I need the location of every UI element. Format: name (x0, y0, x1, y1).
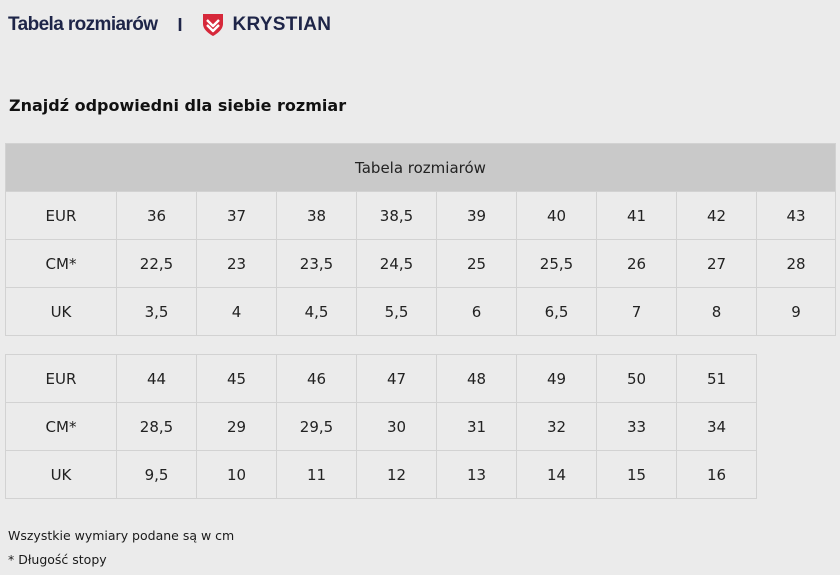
header-title: Tabela rozmiarów (8, 14, 158, 35)
size-cell: 9,5 (116, 450, 197, 499)
size-cell: 12 (356, 450, 437, 499)
row-label: UK (5, 287, 117, 336)
table-caption: Tabela rozmiarów (5, 143, 836, 192)
caption-row: Tabela rozmiarów (5, 143, 836, 192)
empty-cell (756, 402, 836, 451)
size-cell: 28 (756, 239, 836, 288)
size-cell: 46 (276, 354, 357, 403)
row-label: CM* (5, 239, 117, 288)
size-cell: 49 (516, 354, 597, 403)
table-row: CM* 22,5 23 23,5 24,5 25 25,5 26 27 28 (5, 239, 836, 288)
size-cell: 30 (356, 402, 437, 451)
header-separator: I (177, 14, 183, 35)
size-cell: 23,5 (276, 239, 357, 288)
page-heading: Znajdź odpowiedni dla siebie rozmiar (9, 96, 347, 115)
size-cell: 24,5 (356, 239, 437, 288)
row-label: UK (5, 450, 117, 499)
empty-cell (756, 450, 836, 499)
size-cell: 40 (516, 191, 597, 240)
row-label: CM* (5, 402, 117, 451)
footnote: * Długość stopy (8, 552, 107, 567)
size-cell: 42 (676, 191, 757, 240)
size-cell: 41 (596, 191, 677, 240)
size-cell: 29 (196, 402, 277, 451)
size-cell: 6 (436, 287, 517, 336)
size-table-1: Tabela rozmiarów EUR 36 37 38 38,5 39 40 41 42 43 C… (5, 143, 836, 336)
size-cell: 6,5 (516, 287, 597, 336)
size-cell: 50 (596, 354, 677, 403)
row-label: EUR (5, 354, 117, 403)
size-cell: 28,5 (116, 402, 197, 451)
size-cell: 10 (196, 450, 277, 499)
size-cell: 14 (516, 450, 597, 499)
size-cell: 29,5 (276, 402, 357, 451)
empty-cell (756, 354, 836, 403)
size-cell: 9 (756, 287, 836, 336)
brand: KRYSTIAN (201, 12, 332, 38)
brand-name: KRYSTIAN (232, 14, 332, 35)
size-table-2: EUR 44 45 46 47 48 49 50 51 CM* 28,5 29 29,5 30 31 32 33… (5, 354, 836, 499)
size-cell: 38,5 (356, 191, 437, 240)
size-cell: 23 (196, 239, 277, 288)
krystian-shield-logo-icon (202, 14, 223, 36)
size-cell: 34 (676, 402, 757, 451)
size-cell: 31 (436, 402, 517, 451)
size-cell: 38 (276, 191, 357, 240)
size-cell: 8 (676, 287, 757, 336)
size-cell: 47 (356, 354, 437, 403)
size-cell: 48 (436, 354, 517, 403)
size-cell: 4 (196, 287, 277, 336)
units-note: Wszystkie wymiary podane są w cm (8, 528, 235, 543)
size-cell: 4,5 (276, 287, 357, 336)
size-cell: 27 (676, 239, 757, 288)
size-cell: 36 (116, 191, 197, 240)
size-cell: 3,5 (116, 287, 197, 336)
size-cell: 37 (196, 191, 277, 240)
size-cell: 43 (756, 191, 836, 240)
size-cell: 32 (516, 402, 597, 451)
size-cell: 44 (116, 354, 197, 403)
size-cell: 25,5 (516, 239, 597, 288)
size-cell: 51 (676, 354, 757, 403)
table-row: CM* 28,5 29 29,5 30 31 32 33 34 (5, 402, 836, 451)
size-cell: 45 (196, 354, 277, 403)
table-row: EUR 36 37 38 38,5 39 40 41 42 43 (5, 191, 836, 240)
size-cell: 39 (436, 191, 517, 240)
size-cell: 13 (436, 450, 517, 499)
size-cell: 16 (676, 450, 757, 499)
size-cell: 26 (596, 239, 677, 288)
size-cell: 7 (596, 287, 677, 336)
table-row: EUR 44 45 46 47 48 49 50 51 (5, 354, 836, 403)
row-label: EUR (5, 191, 117, 240)
size-cell: 5,5 (356, 287, 437, 336)
size-cell: 33 (596, 402, 677, 451)
page-header: Tabela rozmiarów I KRYSTIAN (8, 12, 331, 38)
size-cell: 22,5 (116, 239, 197, 288)
size-cell: 25 (436, 239, 517, 288)
size-cell: 11 (276, 450, 357, 499)
table-row: UK 9,5 10 11 12 13 14 15 16 (5, 450, 836, 499)
table-row: UK 3,5 4 4,5 5,5 6 6,5 7 8 9 (5, 287, 836, 336)
size-cell: 15 (596, 450, 677, 499)
notes: Wszystkie wymiary podane są w cm * Długo… (8, 527, 234, 575)
